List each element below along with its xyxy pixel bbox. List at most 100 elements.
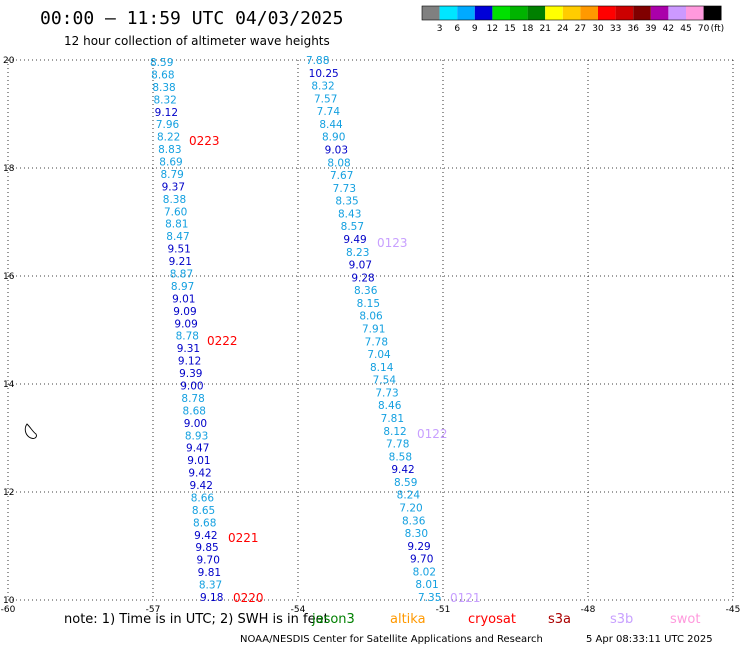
wave-height-value: 8.02 <box>413 566 436 578</box>
wave-height-value: 9.42 <box>190 480 213 492</box>
satellite-s3b-label: s3b <box>610 612 634 627</box>
wave-height-value: 7.67 <box>330 170 353 182</box>
wave-height-value: 7.81 <box>381 413 404 425</box>
satellite-cryosat-label: cryosat <box>468 612 516 627</box>
island-outline <box>24 423 37 439</box>
wave-height-value: 9.00 <box>184 418 207 430</box>
wave-height-value: 8.59 <box>150 57 173 69</box>
note-line: note: 1) Time is in UTC; 2) SWH is in fe… <box>64 612 700 627</box>
color-swatch <box>633 6 651 20</box>
wave-height-value: 8.68 <box>193 517 216 529</box>
credit-line: NOAA/NESDIS Center for Satellite Applica… <box>240 634 543 645</box>
wave-height-value: 7.88 <box>306 55 329 67</box>
wave-height-value: 8.66 <box>191 492 215 504</box>
wave-height-value: 8.14 <box>370 362 394 374</box>
wave-height-value: 7.73 <box>375 387 398 399</box>
wave-height-value: 7.91 <box>362 324 385 336</box>
wave-height-value: 8.38 <box>152 82 175 94</box>
wave-height-value: 8.57 <box>341 221 364 233</box>
pass-time-label: 0123 <box>377 236 408 250</box>
wave-height-value: 7.57 <box>314 93 337 105</box>
color-swatch <box>686 6 704 20</box>
color-scale-label: 3 <box>437 24 443 34</box>
color-scale-label: 24 <box>557 24 569 34</box>
map-subtitle: 12 hour collection of altimeter wave hei… <box>64 34 330 48</box>
wave-height-value: 9.42 <box>188 468 211 480</box>
color-scale-label: 39 <box>645 24 657 34</box>
wave-height-value: 9.09 <box>174 318 197 330</box>
wave-height-value: 8.69 <box>159 157 182 169</box>
wave-height-value: 9.09 <box>173 306 196 318</box>
map-title: 00:00 – 11:59 UTC 04/03/2025 <box>40 8 344 29</box>
wave-height-value: 9.37 <box>162 181 185 193</box>
longitude-tick-label: -45 <box>726 605 740 615</box>
wave-height-value: 9.81 <box>198 567 221 579</box>
color-swatch <box>474 6 493 20</box>
latitude-tick-label: 14 <box>3 380 15 390</box>
wave-height-value: 9.51 <box>167 244 190 256</box>
wave-height-value: 8.83 <box>158 144 181 156</box>
wave-height-value: 8.24 <box>397 490 421 502</box>
wave-height-value: 8.65 <box>192 505 215 517</box>
wave-height-value: 7.60 <box>164 206 187 218</box>
satellite-s3a-label: s3a <box>548 612 572 627</box>
color-swatch <box>598 6 616 20</box>
wave-height-value: 7.20 <box>399 503 422 515</box>
color-swatch <box>510 6 528 20</box>
wave-height-value: 8.30 <box>405 528 428 540</box>
color-scale-legend: 3 6 9 12 15 18 21 24 27 30 33 36 39 42 45 70 (ft) <box>421 5 725 34</box>
wave-height-value: 8.90 <box>322 132 345 144</box>
pass-time-label: 0222 <box>207 334 238 348</box>
color-scale-label: 21 <box>539 24 550 34</box>
wave-height-value: 8.44 <box>319 119 343 131</box>
wave-height-value: 9.00 <box>180 380 203 392</box>
wave-height-value: 9.01 <box>187 455 210 467</box>
wave-height-value: 7.96 <box>156 119 180 131</box>
color-swatch <box>650 6 669 20</box>
wave-height-value: 8.79 <box>160 169 183 181</box>
latitude-tick-label: 18 <box>3 164 15 174</box>
wave-height-value: 8.47 <box>166 231 189 243</box>
wave-height-value: 8.08 <box>327 157 350 169</box>
wave-height-value: 8.22 <box>157 132 180 144</box>
longitude-tick-label: -57 <box>146 605 161 615</box>
latitude-tick-label: 10 <box>3 596 15 606</box>
wave-height-value: 9.70 <box>197 555 220 567</box>
pass-time-label: 0223 <box>189 134 220 148</box>
wave-height-value: 9.42 <box>391 464 414 476</box>
wave-height-value: 10.25 <box>309 68 339 80</box>
color-scale-label: 33 <box>610 24 621 34</box>
wave-height-value: 9.21 <box>169 256 192 268</box>
color-scale-label: 45 <box>680 24 691 34</box>
wave-height-value: 8.59 <box>394 477 417 489</box>
longitude-tick-label: -54 <box>291 605 306 615</box>
wave-height-value: 8.46 <box>378 400 402 412</box>
wave-height-value: 9.07 <box>349 260 372 272</box>
satellite-swot-label: swot <box>670 612 701 627</box>
latitude-tick-label: 20 <box>3 56 15 66</box>
wave-height-value: 7.78 <box>386 439 409 451</box>
satellite-altika-label: altika <box>390 612 426 627</box>
color-scale-unit: (ft) <box>711 24 725 34</box>
wave-height-value: 7.78 <box>365 336 388 348</box>
wave-height-value: 8.78 <box>176 331 199 343</box>
color-swatch <box>492 6 510 20</box>
wave-height-value: 8.12 <box>383 426 406 438</box>
wave-height-value: 8.35 <box>335 196 358 208</box>
wave-height-value: 8.58 <box>389 451 412 463</box>
wave-height-value: 9.49 <box>343 234 366 246</box>
wave-height-value: 8.32 <box>153 94 176 106</box>
wave-height-value: 9.03 <box>325 145 348 157</box>
longitude-tick-label: -60 <box>1 605 16 615</box>
color-scale-border <box>421 5 722 21</box>
wave-height-value: 7.54 <box>373 375 397 387</box>
color-scale-label: 9 <box>472 24 478 34</box>
longitude-tick-label: -48 <box>581 605 596 615</box>
color-swatch <box>527 6 546 20</box>
color-scale-label: 70 <box>698 24 710 34</box>
wave-height-value: 7.74 <box>317 106 341 118</box>
wave-height-value: 7.35 <box>418 592 441 604</box>
satellite-jason3-label: jason3 <box>312 612 355 627</box>
pass-time-label: 0220 <box>233 591 264 605</box>
color-swatch <box>668 6 686 20</box>
